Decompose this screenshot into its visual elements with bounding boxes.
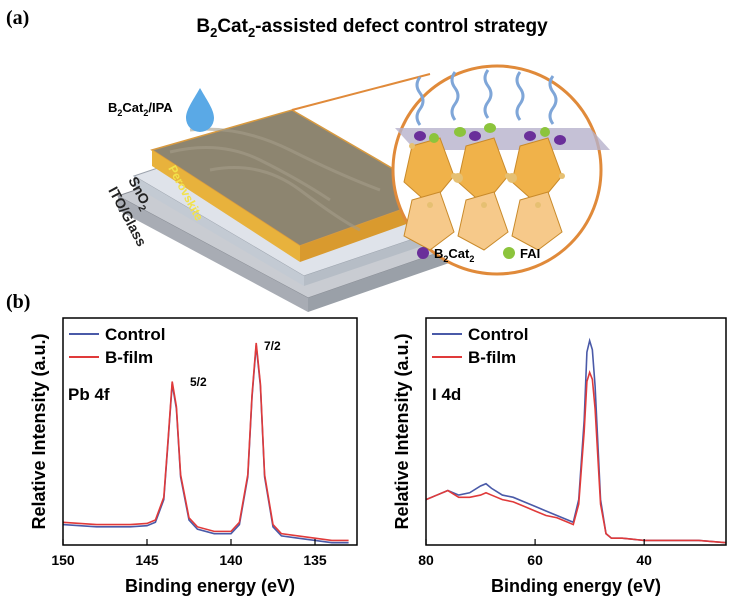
- plot-frame: [425, 317, 727, 546]
- annotation: 7/2: [264, 339, 281, 353]
- title-part: -assisted defect control strategy: [255, 16, 548, 37]
- y-axis-label: Relative Intensity (a.u.): [392, 333, 412, 529]
- device-stack: [116, 109, 454, 312]
- structure-legend-label: FAI: [520, 246, 540, 261]
- plot-frame: [62, 317, 358, 546]
- legend-label: B-film: [105, 348, 153, 367]
- data-line: [62, 342, 349, 542]
- x-tick-label: 140: [219, 552, 243, 568]
- annotation: 5/2: [190, 375, 207, 389]
- crystal-structure: [395, 69, 610, 259]
- label-part: /IPA: [148, 100, 173, 115]
- x-axis-label: Binding energy (eV): [491, 576, 661, 596]
- legend-label: Control: [468, 325, 528, 344]
- panel-label: (a): [6, 7, 29, 29]
- figure-title: B2Cat2-assisted defect control strategy: [196, 16, 548, 40]
- x-axis-label: Binding energy (eV): [125, 576, 295, 596]
- title-part: B: [196, 16, 210, 37]
- x-tick-label: 40: [636, 552, 652, 568]
- label-part: Cat: [448, 246, 470, 261]
- legend-label: B-film: [468, 348, 516, 367]
- structure-legend-label: B2Cat2: [434, 246, 474, 264]
- label-part: 2: [469, 254, 474, 264]
- solution-label: B2Cat2/IPA: [108, 100, 173, 118]
- label-part: 2: [143, 108, 148, 118]
- zoom-line: [291, 73, 431, 111]
- droplet: [186, 88, 214, 132]
- x-tick-label: 60: [527, 552, 543, 568]
- x-tick-label: 145: [135, 552, 159, 568]
- y-axis-label: Relative Intensity (a.u.): [29, 333, 49, 529]
- annotation: I 4d: [432, 385, 461, 404]
- label-part: B: [434, 246, 443, 261]
- x-tick-label: 150: [51, 552, 75, 568]
- data-line: [425, 370, 727, 544]
- label-part: 2: [117, 108, 122, 118]
- label-part: 2: [443, 254, 448, 264]
- data-line: [62, 345, 349, 544]
- x-tick-label: 80: [418, 552, 434, 568]
- label-part: B: [108, 100, 117, 115]
- title-part: 2: [248, 25, 255, 40]
- legend-label: Control: [105, 325, 165, 344]
- x-tick-label: 135: [303, 552, 327, 568]
- title-part: Cat: [217, 16, 248, 37]
- label-part: Cat: [122, 100, 144, 115]
- annotation: Pb 4f: [68, 385, 110, 404]
- title-part: 2: [210, 25, 217, 40]
- label-part: 2: [135, 204, 148, 214]
- panel-label: (b): [6, 291, 30, 313]
